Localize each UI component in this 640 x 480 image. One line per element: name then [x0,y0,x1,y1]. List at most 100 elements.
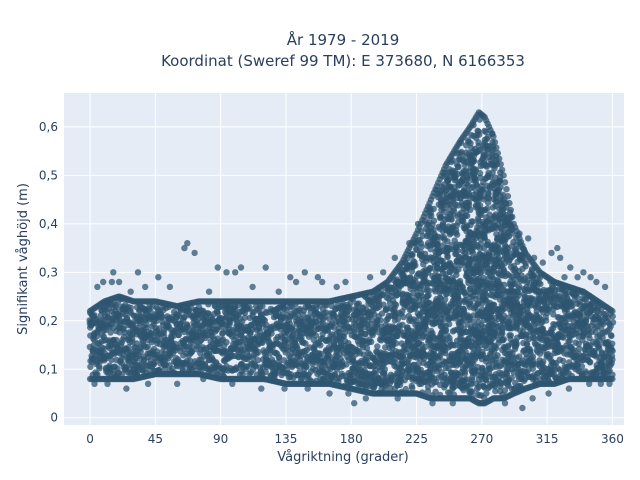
scatter-point [480,186,487,193]
scatter-point [259,303,266,310]
scatter-point [503,186,510,193]
scatter-point [464,212,471,219]
scatter-point [317,350,325,357]
scatter-point [459,283,466,290]
scatter-point [475,128,482,135]
scatter-point [239,371,246,378]
scatter-point [427,265,434,272]
scatter-point [442,296,449,303]
scatter-point [262,368,269,376]
scatter-point [408,268,416,275]
scatter-point [440,234,447,241]
scatter-point [542,317,550,324]
scatter-point [400,313,407,321]
scatter-point [184,322,191,329]
scatter-point [501,281,508,288]
scatter-point [405,367,413,374]
scatter-point [387,384,394,392]
scatter-point [455,163,462,171]
scatter-point [430,226,437,233]
scatter-point [449,157,457,164]
scatter-point [392,301,400,309]
scatter-point [107,329,114,336]
scatter-point [467,140,474,147]
scatter-point [426,287,433,294]
scatter-point [312,332,320,339]
scatter-point [425,292,432,299]
scatter-point [441,208,448,215]
scatter-point [475,139,482,146]
scatter-point [302,340,309,347]
scatter-point [100,345,107,352]
scatter-point [484,205,491,212]
scatter-point [399,353,407,360]
scatter-point [476,169,484,177]
scatter-point [374,343,381,350]
scatter-point [501,179,509,186]
scatter-point [330,324,338,331]
scatter-point [456,297,463,304]
scatter-point [303,362,310,370]
scatter-point [144,343,151,350]
scatter-point [336,329,343,336]
scatter-point [500,336,507,343]
scatter-point [448,216,455,223]
scatter-point [268,330,275,337]
scatter-point [368,338,375,346]
scatter-point [496,155,503,162]
scatter-point [439,222,446,229]
scatter-point [474,183,481,190]
scatter-point [500,172,507,179]
scatter-point [125,344,132,351]
scatter-point [456,277,464,285]
scatter-point [181,314,188,321]
scatter-point [497,161,504,168]
scatter-point [351,328,359,335]
scatter-point [409,252,416,259]
scatter-point [272,370,279,378]
scatter-point [444,238,451,245]
scatter-point [112,303,119,311]
scatter-point [399,321,406,328]
scatter-point [147,308,154,315]
scatter-point [465,190,473,197]
scatter-point [494,150,501,157]
scatter-point [429,330,436,337]
scatter-point [469,249,477,257]
scatter-point [440,336,447,343]
scatter-point [493,144,500,151]
scatter-point [515,292,522,299]
scatter-point [421,324,429,331]
scatter-point [478,211,485,218]
scatter-point [254,357,262,364]
scatter-point [343,361,350,368]
scatter-point [130,321,137,328]
scatter-point [413,246,420,253]
chart-title-line-1: År 1979 - 2019 [287,30,400,49]
scatter-point [432,388,439,395]
scatter-point [377,317,384,324]
scatter-point [507,206,514,214]
scatter-point [241,314,249,321]
scatter-point [317,342,324,349]
scatter-point [87,363,94,370]
scatter-point [454,247,461,254]
scatter-point [444,178,452,185]
scatter-point [467,298,474,306]
scatter-point [96,363,103,370]
scatter-point [446,334,453,342]
scatter-point [127,308,134,315]
scatter-point [461,368,469,375]
scatter-point [468,388,476,396]
scatter-point [246,304,253,311]
scatter-point [188,343,195,351]
scatter-point [394,316,402,323]
scatter-point [188,348,195,356]
scatter-point [159,313,166,320]
scatter-point [221,347,228,355]
scatter-point [445,320,453,328]
scatter-point [275,353,283,361]
scatter-point [537,280,544,288]
